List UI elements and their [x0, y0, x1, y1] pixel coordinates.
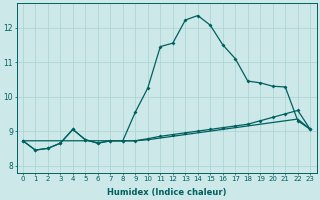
X-axis label: Humidex (Indice chaleur): Humidex (Indice chaleur): [107, 188, 226, 197]
